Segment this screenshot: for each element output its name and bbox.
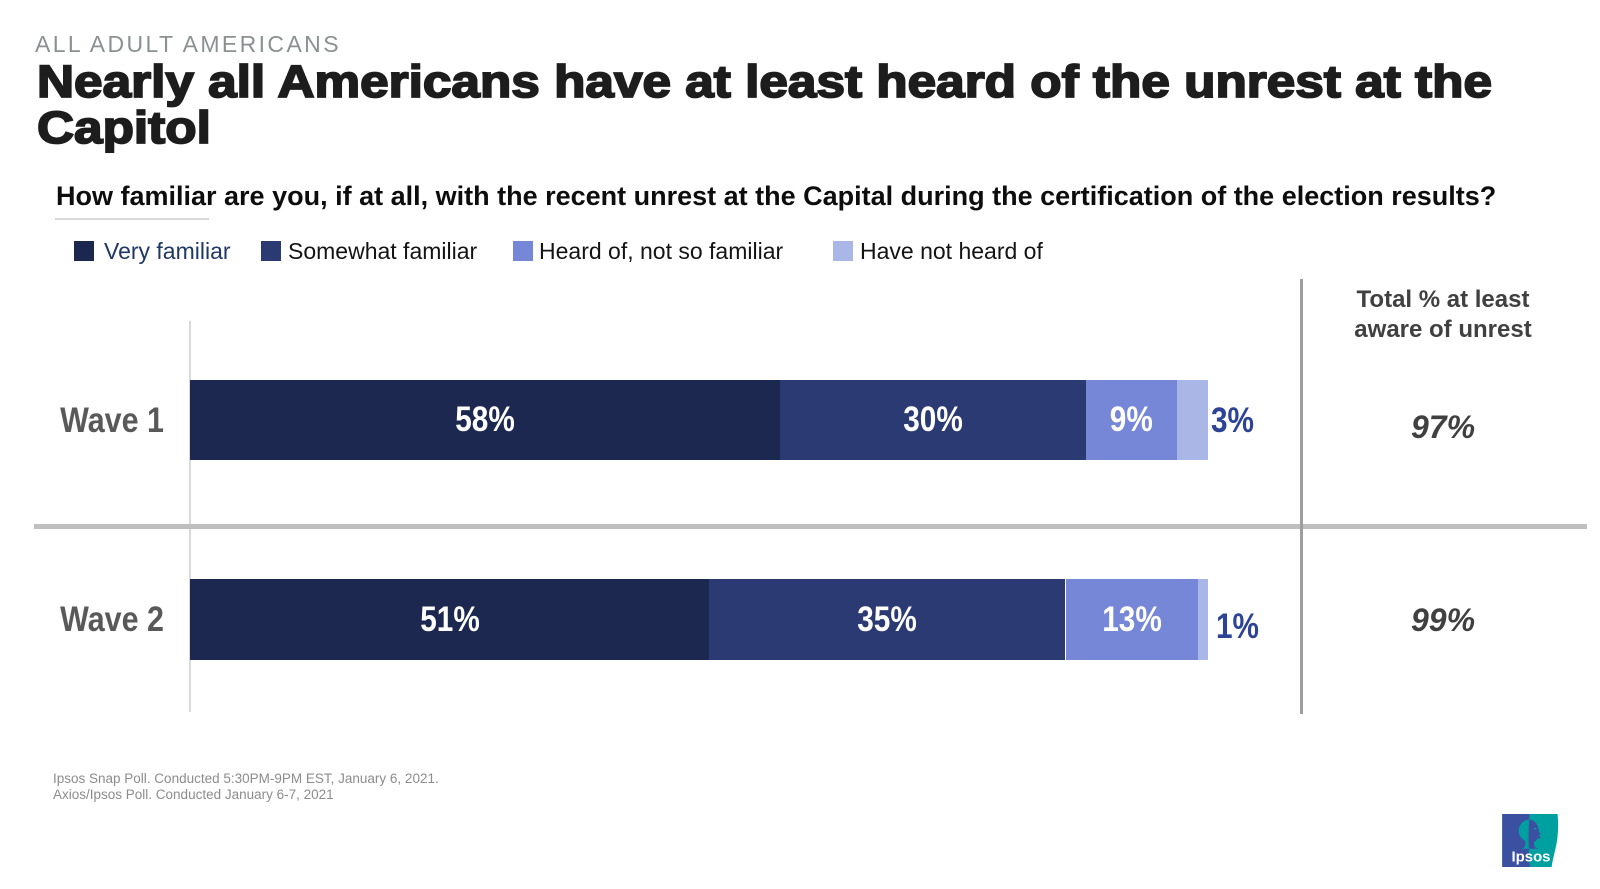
svg-text:Ipsos: Ipsos [1512,849,1551,866]
